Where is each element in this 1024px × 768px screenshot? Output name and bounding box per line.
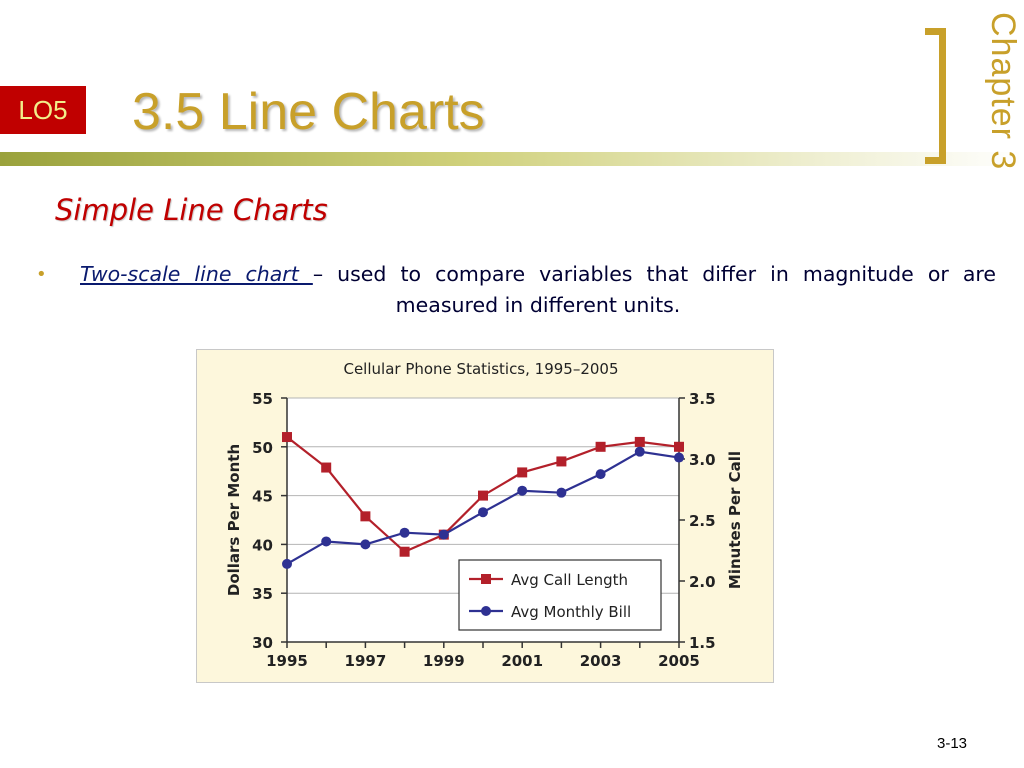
data-point-circle [556, 487, 567, 498]
y-tick-label: 45 [252, 488, 273, 506]
slide-title: 3.5 Line Charts [132, 83, 485, 141]
y-tick-label: 30 [252, 634, 273, 652]
data-point-square [634, 436, 645, 447]
legend-marker-square [481, 574, 491, 584]
data-point-square [595, 441, 606, 452]
chart-title: Cellular Phone Statistics, 1995–2005 [343, 360, 618, 378]
data-point-circle [517, 485, 528, 496]
data-point-circle [360, 539, 371, 550]
y2-tick-label: 2.5 [689, 512, 716, 530]
two-scale-line-chart: 30 35 40 45 50 55 1.5 2.0 2.5 3.0 3.5 1995 1997 1999 2… [225, 360, 744, 670]
data-point-square [360, 511, 371, 522]
data-point-square [478, 490, 488, 501]
data-point-circle [399, 527, 410, 538]
legend-marker-circle [481, 606, 491, 616]
bullet-point: Two-scale line chart – used to compare v… [80, 259, 996, 321]
x-tick-label: 1999 [423, 652, 465, 670]
data-point-square [556, 456, 567, 467]
bullet-term: Two-scale line chart [80, 262, 313, 286]
chapter-label: Chapter 3 [984, 12, 1022, 171]
lo5-badge: LO5 [0, 86, 86, 134]
data-point-circle [438, 529, 449, 540]
data-point-circle [595, 469, 606, 480]
data-point-square [321, 462, 332, 473]
y2-axis-label: Minutes Per Call [726, 451, 744, 589]
y-tick-label: 50 [252, 439, 273, 457]
legend-box [458, 559, 662, 631]
x-tick-label: 2003 [580, 652, 622, 670]
data-point-circle [634, 446, 645, 457]
y2-tick-label: 3.0 [689, 451, 716, 469]
x-tick-label: 1997 [345, 652, 387, 670]
x-tick-label: 1995 [266, 652, 308, 670]
chart-panel: 30 35 40 45 50 55 1.5 2.0 2.5 3.0 3.5 1995 1997 1999 2… [196, 349, 774, 683]
data-point-circle [282, 558, 292, 569]
legend-label: Avg Monthly Bill [511, 603, 631, 621]
chapter-bracket [925, 28, 946, 164]
bullet-icon: • [36, 264, 47, 285]
page-number: 3-13 [937, 735, 968, 752]
y-tick-label: 35 [252, 585, 273, 603]
y2-tick-label: 2.0 [689, 573, 716, 591]
data-point-square [282, 432, 292, 443]
y-tick-label: 55 [252, 390, 273, 408]
legend-label: Avg Call Length [511, 571, 628, 589]
data-point-square [517, 467, 528, 478]
x-tick-label: 2001 [501, 652, 543, 670]
data-point-circle [321, 536, 332, 547]
bullet-definition: – used to compare variables that differ … [312, 262, 996, 317]
section-subtitle: Simple Line Charts [55, 193, 328, 227]
data-point-circle [674, 452, 684, 463]
data-point-square [674, 441, 684, 452]
y2-tick-label: 1.5 [689, 634, 716, 652]
data-point-circle [478, 507, 488, 518]
x-tick-label: 2005 [658, 652, 700, 670]
data-point-square [399, 546, 410, 557]
y-tick-label: 40 [252, 536, 273, 554]
y2-tick-label: 3.5 [689, 390, 716, 408]
y-axis-label: Dollars Per Month [225, 444, 243, 596]
title-underline-bar [0, 152, 1024, 166]
